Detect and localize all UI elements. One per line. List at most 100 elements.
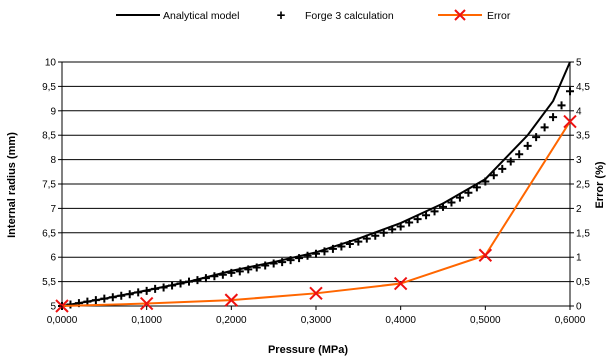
- forge3-point: [261, 261, 270, 270]
- tick-layer: 5 5,5 6 6,5 7 7,5 8 8,5 9 9,5 10 0 0,5 1 1,5 2 2,5 3 3,5 4 4…: [42, 58, 590, 327]
- forge3-point: [295, 254, 304, 263]
- forge3-point: [489, 171, 498, 180]
- x-tick-label: 0,5000: [470, 315, 501, 326]
- forge3-point: [354, 237, 363, 246]
- y-axis-title: Internal radius (mm): [6, 132, 18, 238]
- forge3-point: [176, 279, 185, 288]
- forge3-point: [464, 188, 473, 197]
- grid: [62, 61, 570, 307]
- y-tick-label: 5,5: [42, 277, 56, 288]
- forge3-point: [328, 244, 337, 253]
- forge3-point: [210, 272, 219, 281]
- forge3-point: [515, 150, 524, 159]
- y-tick-label: 9: [50, 106, 56, 117]
- forge3-point: [269, 259, 278, 268]
- forge3-point: [557, 101, 566, 110]
- x-tick-label: 0,0000: [47, 315, 78, 326]
- forge3-point: [218, 270, 227, 279]
- error-point: [563, 114, 577, 129]
- forge3-point: [413, 215, 422, 224]
- forge3-point: [371, 231, 380, 240]
- forge3-point: [235, 267, 244, 276]
- forge3-point: [201, 274, 210, 283]
- x-axis-title: Pressure (MPa): [268, 344, 348, 356]
- forge3-point: [405, 218, 414, 227]
- forge3-point: [549, 113, 558, 122]
- forge3-point: [566, 87, 574, 96]
- y-tick-label: 8: [50, 155, 56, 166]
- legend-forge3-marker: +: [277, 7, 286, 24]
- x-tick-label: 0,2000: [216, 315, 247, 326]
- forge3-point: [91, 296, 100, 305]
- y-tick-label: 9,5: [42, 82, 56, 93]
- forge3-point: [159, 283, 168, 292]
- forge3-point: [286, 256, 295, 265]
- forge3-point: [422, 211, 431, 220]
- series-error-line: [61, 121, 571, 307]
- forge3-point: [244, 265, 253, 274]
- forge3-point: [108, 293, 117, 302]
- x-tick-label: 0,3000: [301, 315, 332, 326]
- forge3-point: [125, 290, 134, 299]
- y2-tick-label: 1,5: [576, 228, 590, 239]
- forge3-point: [523, 141, 532, 150]
- forge3-point: [278, 258, 287, 267]
- forge3-point: [312, 249, 320, 258]
- forge3-point: [506, 157, 515, 166]
- forge3-point: [447, 198, 456, 207]
- legend: Analytical model + Forge 3 calculation E…: [116, 7, 511, 24]
- y2-tick-label: 0: [576, 302, 582, 313]
- y2-tick-label: 5: [576, 58, 582, 69]
- forge3-point: [337, 242, 346, 251]
- legend-error-label: Error: [487, 10, 511, 22]
- y2-axis-title: Error (%): [594, 161, 606, 208]
- forge3-point: [362, 234, 371, 243]
- forge3-point: [430, 207, 439, 216]
- forge3-point: [168, 281, 177, 290]
- forge3-point: [117, 291, 126, 300]
- forge3-point: [252, 263, 261, 272]
- y2-tick-label: 4,5: [576, 82, 590, 93]
- y2-tick-label: 1: [576, 253, 582, 264]
- plot-area: 5 5,5 6 6,5 7 7,5 8 8,5 9 9,5 10 0 0,5 1 1,5 2 2,5 3 3,5 4 4…: [42, 58, 590, 327]
- forge3-point: [142, 286, 151, 295]
- forge3-point: [185, 277, 193, 286]
- forge3-point: [379, 228, 388, 237]
- error-point: [139, 296, 154, 311]
- forge3-point: [388, 225, 397, 234]
- y2-tick-label: 3,5: [576, 131, 590, 142]
- forge3-point: [100, 294, 109, 303]
- y-tick-label: 5: [50, 302, 56, 313]
- forge3-point: [151, 284, 160, 293]
- x-tick-label: 0,4000: [385, 315, 416, 326]
- y2-tick-label: 0,5: [576, 277, 590, 288]
- forge3-point: [66, 300, 75, 309]
- forge3-point: [320, 247, 329, 256]
- y-tick-label: 8,5: [42, 131, 56, 142]
- forge3-point: [193, 276, 202, 285]
- y2-tick-label: 2: [576, 204, 582, 215]
- legend-forge3-label: Forge 3 calculation: [305, 10, 394, 22]
- y-tick-label: 6,5: [42, 228, 56, 239]
- x-tick-label: 0,1000: [131, 315, 162, 326]
- x-tick-label: 0,6000: [555, 315, 586, 326]
- error-point: [478, 248, 493, 262]
- y2-tick-label: 3: [576, 155, 582, 166]
- legend-analytical-label: Analytical model: [163, 10, 239, 22]
- forge3-point: [396, 222, 405, 231]
- y-tick-label: 7,5: [42, 180, 56, 191]
- forge3-point: [439, 202, 447, 211]
- series-layer: [55, 61, 577, 313]
- forge3-point: [498, 164, 507, 173]
- error-point: [393, 276, 408, 291]
- forge3-point: [472, 183, 481, 192]
- forge3-point: [134, 288, 143, 297]
- y2-tick-label: 2,5: [576, 180, 590, 191]
- y2-tick-label: 4: [576, 106, 582, 117]
- y-tick-label: 7: [50, 204, 56, 215]
- legend-error-marker: [454, 9, 466, 21]
- error-point: [309, 286, 323, 301]
- y-tick-label: 6: [50, 253, 56, 264]
- forge3-point: [303, 251, 312, 260]
